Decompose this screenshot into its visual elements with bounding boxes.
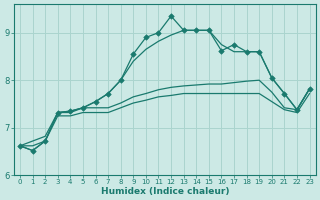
X-axis label: Humidex (Indice chaleur): Humidex (Indice chaleur): [100, 187, 229, 196]
